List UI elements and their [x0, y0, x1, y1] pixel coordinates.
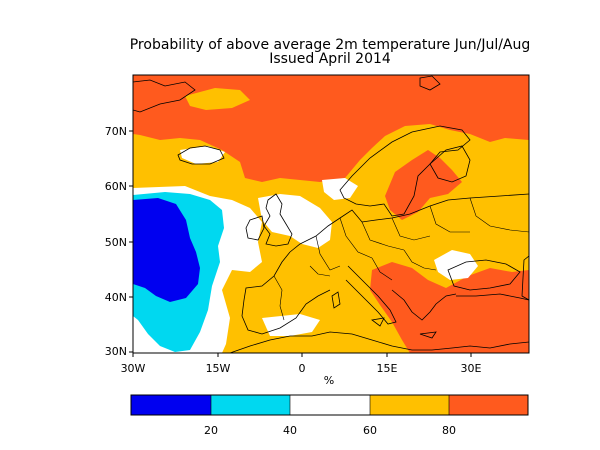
- coastline-svalbard: [419, 75, 441, 91]
- lat-label-40n: 40N: [105, 291, 127, 304]
- map-title: Probability of above average 2m temperat…: [129, 37, 531, 53]
- prob-40-60-region-iceland: [180, 146, 225, 164]
- lat-label-30n: 30N: [105, 345, 127, 358]
- coastline-continent: [289, 193, 529, 253]
- unit-label: %: [324, 374, 334, 387]
- prob-40-60-region-balkans: [434, 250, 478, 280]
- border: [273, 275, 285, 321]
- lon-label-15e: 15E: [377, 362, 398, 375]
- lat-label-70n: 70N: [105, 125, 127, 138]
- coastline-italy: [345, 265, 397, 325]
- border: [403, 249, 437, 271]
- lon-ticks: [132, 353, 472, 357]
- coastline-great-britain: [263, 193, 293, 247]
- prob-40-60-region-iberia: [262, 314, 320, 336]
- coastline-crete: [419, 331, 437, 339]
- colorbar-label-20: 20: [204, 424, 218, 437]
- coastline-iceland: [177, 145, 225, 165]
- country-borders: [273, 197, 529, 321]
- colorbar-bin-0-20: [131, 395, 211, 415]
- colorbar-label-60: 60: [363, 424, 377, 437]
- border: [309, 265, 331, 277]
- border: [391, 217, 431, 241]
- coastline-turkey: [456, 293, 529, 301]
- prob-60-80-patch-norway-sea: [185, 88, 250, 110]
- colorbar-bin-20-40: [211, 395, 290, 415]
- coastline-sicily: [371, 317, 385, 327]
- lat-label-60n: 60N: [105, 180, 127, 193]
- colorbar-bin-40-60: [290, 395, 370, 415]
- prob-0-20-region: [133, 198, 200, 302]
- prob-80-100-region-mediterranean: [370, 262, 529, 353]
- border: [371, 257, 393, 281]
- coastline-greece: [391, 289, 457, 321]
- map-frame: [132, 74, 530, 354]
- lon-label-30w: 30W: [121, 362, 146, 375]
- coastline-caspian: [521, 255, 529, 301]
- colorbar-label-40: 40: [283, 424, 297, 437]
- colorbar-label-80: 80: [442, 424, 456, 437]
- coastline-iberia: [241, 251, 331, 335]
- border: [315, 235, 341, 271]
- coastline-black-sea: [447, 259, 521, 291]
- border: [339, 217, 373, 259]
- coastline-ireland: [245, 215, 265, 241]
- lat-label-50n: 50N: [105, 236, 127, 249]
- prob-40-60-region-britain: [258, 194, 332, 248]
- colorbar: [130, 394, 529, 416]
- map-subtitle: Issued April 2014: [269, 51, 391, 67]
- border: [469, 197, 529, 233]
- lat-ticks: [129, 130, 133, 353]
- lon-label-15w: 15W: [206, 362, 231, 375]
- coastline-north-africa: [229, 331, 529, 353]
- border: [429, 205, 470, 233]
- colorbar-frame: [130, 394, 529, 416]
- prob-40-60-region-north-sea: [322, 178, 358, 200]
- coastline-greenland: [133, 79, 196, 113]
- lon-label-30e: 30E: [461, 362, 482, 375]
- prob-80-100-region-scandinavia: [385, 150, 462, 220]
- colorbar-bin-80-100: [449, 395, 528, 415]
- probability-field: [133, 75, 529, 353]
- coastline-sardinia: [331, 291, 341, 309]
- coastline-finland: [429, 145, 471, 183]
- coastlines: [133, 75, 529, 353]
- border: [361, 221, 405, 251]
- coastline-scandinavia: [339, 125, 471, 217]
- colorbar-bin-60-80: [370, 395, 449, 415]
- lon-label-0: 0: [299, 362, 306, 375]
